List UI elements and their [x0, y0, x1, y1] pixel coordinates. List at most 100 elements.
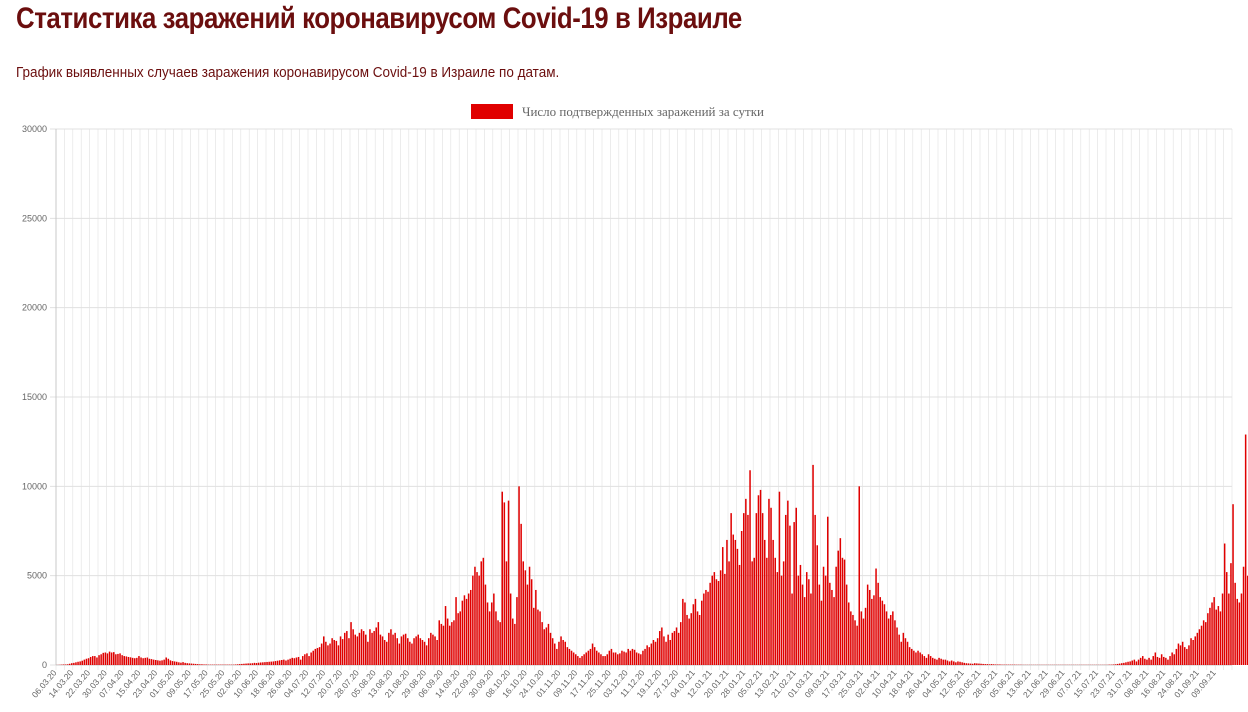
bar	[843, 559, 846, 665]
bar	[411, 643, 413, 665]
bar	[679, 622, 682, 665]
bar	[1228, 593, 1230, 665]
bar	[1207, 613, 1209, 665]
bar	[772, 539, 774, 665]
bar	[175, 661, 178, 665]
bar	[969, 663, 972, 665]
bar	[961, 662, 963, 665]
bar	[247, 663, 249, 665]
bar	[383, 639, 386, 665]
bar	[421, 639, 424, 665]
bar	[110, 652, 113, 665]
y-tick-label: 30000	[22, 124, 47, 134]
bar	[940, 658, 942, 665]
bar	[1123, 662, 1125, 665]
bar	[1156, 656, 1159, 665]
bar	[917, 650, 919, 665]
bar	[236, 664, 239, 665]
bar	[541, 622, 543, 665]
bar	[524, 570, 527, 665]
bar	[392, 634, 394, 665]
bar	[1118, 663, 1121, 665]
bar	[163, 659, 165, 665]
bar	[364, 634, 367, 665]
bar	[789, 525, 791, 665]
bar	[873, 595, 875, 665]
bar	[1196, 632, 1199, 665]
bar	[358, 632, 361, 665]
bar	[167, 658, 170, 665]
bar	[526, 584, 529, 665]
bar	[509, 593, 512, 665]
bar	[79, 661, 81, 665]
bar	[980, 663, 982, 665]
bar	[625, 652, 627, 665]
bar	[581, 656, 583, 665]
bar	[184, 662, 186, 665]
bar	[978, 663, 980, 665]
legend[interactable]: Число подтвержденных заражений за сутки	[471, 104, 764, 119]
bar	[360, 629, 363, 665]
bar	[102, 652, 104, 665]
bar	[159, 660, 161, 665]
bar	[280, 660, 283, 665]
bar	[272, 661, 275, 665]
bar	[1114, 664, 1117, 665]
bar	[646, 645, 648, 665]
bar	[644, 648, 646, 665]
bar	[201, 664, 203, 665]
bar	[283, 659, 285, 665]
bar	[814, 514, 816, 665]
bar	[331, 638, 333, 665]
bar	[333, 639, 335, 665]
bar	[436, 639, 438, 665]
bar	[444, 606, 447, 665]
bar	[778, 491, 781, 665]
bar	[532, 607, 535, 665]
bar	[522, 561, 524, 665]
bar	[1116, 663, 1119, 665]
bar	[1236, 598, 1238, 665]
bar	[268, 661, 270, 665]
bar	[129, 657, 132, 665]
bar	[642, 650, 644, 665]
bar	[161, 660, 163, 665]
bar	[896, 627, 898, 665]
bar	[910, 648, 913, 665]
bar	[507, 500, 510, 665]
bar	[759, 489, 762, 665]
bar	[703, 593, 705, 665]
bar	[173, 661, 176, 665]
bar	[871, 598, 873, 665]
bar	[253, 662, 256, 665]
bar	[820, 600, 823, 665]
bar	[318, 647, 321, 665]
bar	[1198, 629, 1201, 665]
bar	[927, 654, 930, 665]
bar	[854, 620, 856, 665]
bar	[866, 584, 869, 665]
x-axis: 06.03.2014.03.2022.03.2030.03.2007.04.20…	[30, 668, 1218, 700]
bar	[255, 663, 258, 665]
bar	[419, 638, 422, 665]
bar	[747, 514, 749, 665]
bar	[1200, 625, 1203, 665]
y-tick-label: 15000	[22, 392, 47, 402]
y-tick-label: 20000	[22, 303, 47, 313]
bar	[652, 639, 655, 665]
bar	[793, 522, 795, 665]
bar	[682, 598, 684, 665]
bar	[388, 632, 390, 665]
bar	[64, 664, 67, 665]
bar	[530, 579, 533, 665]
bar	[1246, 575, 1248, 665]
bar	[404, 633, 407, 665]
bar	[1112, 664, 1115, 665]
bar	[394, 632, 396, 665]
bar	[944, 659, 947, 665]
bar	[726, 539, 728, 665]
bar	[1204, 622, 1207, 665]
bar	[967, 663, 970, 665]
legend-label: Число подтвержденных заражений за сутки	[522, 104, 764, 119]
bar	[633, 649, 636, 665]
